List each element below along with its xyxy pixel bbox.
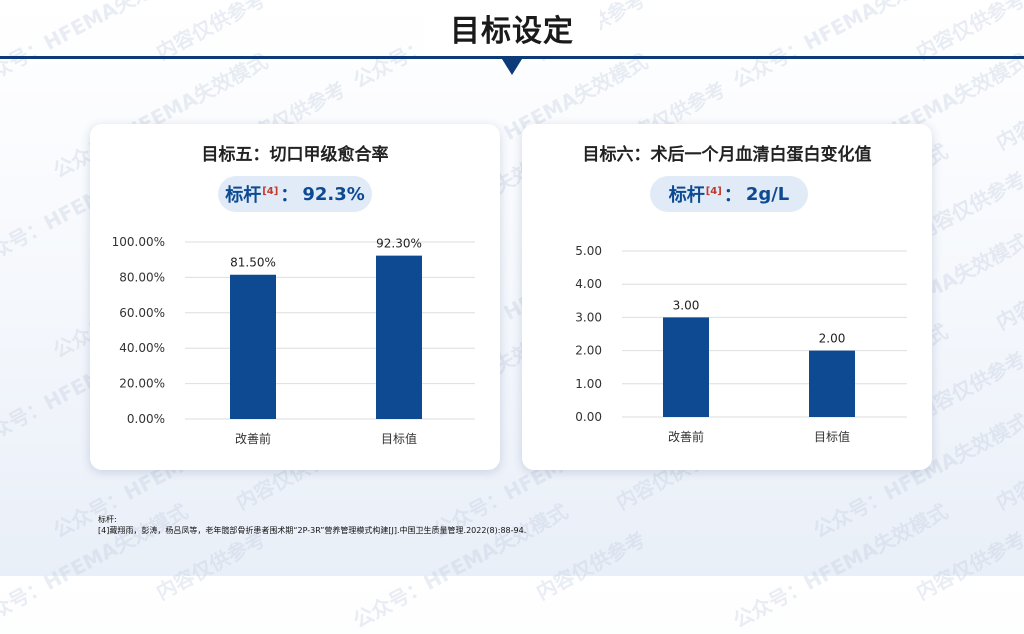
- albumin-change-bar-chart: 0.00 1.00 2.00 3.00 4.00 5.00 3.00 改善前 2.00 目标值: [575, 244, 907, 444]
- y-tick-label: 3.00: [575, 310, 602, 324]
- watermark-text: 内容仅供参考: [992, 77, 1024, 155]
- header-divider: [0, 56, 1024, 59]
- y-tick-label: 5.00: [575, 244, 602, 258]
- header-title-tab: 目标设定: [424, 0, 600, 56]
- benchmark-separator: ：: [280, 185, 299, 206]
- watermark-text: 公众号：HFEMA失效模式: [0, 0, 192, 93]
- y-tick-label: 80.00%: [119, 270, 165, 284]
- benchmark-value: 92.3%: [302, 183, 365, 205]
- bar: [230, 274, 276, 419]
- y-tick-label: 0.00%: [127, 412, 165, 426]
- card-title: 目标六：术后一个月血清白蛋白变化值: [582, 145, 872, 165]
- bar: [376, 255, 422, 419]
- benchmark-label: 标杆: [225, 185, 262, 206]
- reference-footnote: 标杆: [4]藏翔雨，彭涛，杨吕凤等，老年髋部骨折患者围术期“2P-3R”营养管…: [98, 514, 526, 536]
- x-tick-label: 目标值: [814, 429, 850, 444]
- bar: [809, 350, 855, 417]
- data-label: 81.50%: [230, 256, 276, 270]
- y-tick-label: 1.00: [575, 377, 602, 391]
- y-tick-label: 40.00%: [119, 341, 165, 355]
- data-label: 92.30%: [376, 237, 422, 251]
- watermark-text: 公众号：HFEMA失效模式: [729, 0, 952, 93]
- watermark-text: 内容仅供参考: [532, 527, 650, 605]
- watermark-text: 内容仅供参考: [992, 437, 1024, 515]
- x-tick-label: 改善前: [668, 429, 704, 444]
- x-tick-label: 目标值: [381, 431, 417, 446]
- header-arrow-icon: [502, 59, 522, 75]
- card-title: 目标五：切口甲级愈合率: [201, 145, 389, 165]
- y-tick-label: 2.00: [575, 344, 602, 358]
- watermark-text: 内容仅供参考: [912, 527, 1024, 605]
- goal-six-card: 目标六：术后一个月血清白蛋白变化值 标杆 [4]： 2g/L 0.00 1.00 2.0…: [522, 124, 932, 470]
- healing-rate-bar-chart: 0.00% 20.00% 40.00% 60.00% 80.00% 100.00% 81.5…: [112, 235, 475, 446]
- y-tick-label: 60.00%: [119, 306, 165, 320]
- benchmark-badge: 标杆 [4]： 2g/L: [650, 176, 808, 212]
- benchmark-separator: ：: [723, 185, 742, 206]
- watermark-text: 公众号：HFEMA失效模式: [729, 499, 952, 633]
- footnote-heading: 标杆:: [98, 515, 117, 524]
- x-tick-label: 改善前: [235, 431, 271, 446]
- y-tick-label: 20.00%: [119, 377, 165, 391]
- benchmark-value: 2g/L: [745, 183, 790, 205]
- benchmark-ref: [4]: [705, 185, 722, 197]
- data-label: 2.00: [819, 332, 846, 346]
- footnote-text: [4]藏翔雨，彭涛，杨吕凤等，老年髋部骨折患者围术期“2P-3R”营养管理模式构…: [98, 526, 527, 535]
- page-title: 目标设定: [450, 14, 574, 49]
- bar: [663, 317, 709, 417]
- benchmark-ref: [4]: [262, 185, 279, 197]
- y-tick-label: 4.00: [575, 277, 602, 291]
- y-tick-label: 100.00%: [112, 235, 165, 249]
- benchmark-badge: 标杆 [4]： 92.3%: [218, 176, 372, 212]
- y-tick-label: 0.00: [575, 410, 602, 424]
- watermark-text: 内容仅供参考: [992, 257, 1024, 335]
- benchmark-label: 标杆: [668, 185, 705, 206]
- data-label: 3.00: [673, 298, 700, 312]
- goal-five-card: 目标五：切口甲级愈合率 标杆 [4]： 92.3% 0.00% 20.00% 40.00…: [90, 124, 500, 470]
